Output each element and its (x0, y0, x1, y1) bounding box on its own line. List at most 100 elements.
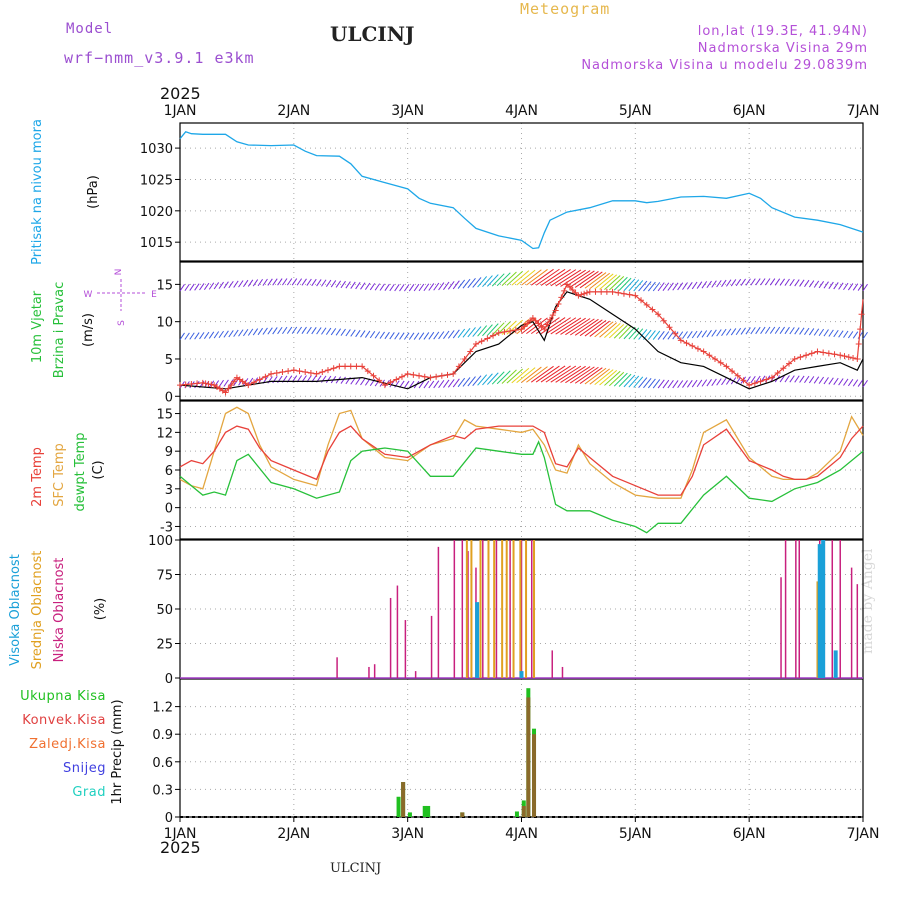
wind-arrow (447, 281, 455, 290)
wind-gust-marker (461, 355, 468, 362)
wind-arrow (491, 273, 505, 287)
wind-arrow (808, 376, 815, 384)
wind-gust-marker (780, 365, 787, 372)
wind-gust-marker (581, 290, 588, 297)
wind-gust-marker (524, 320, 531, 327)
wind-arrow (833, 329, 839, 338)
wind-gust-marker (222, 389, 229, 396)
wind-gust-marker (700, 348, 707, 355)
wind-gust-marker (205, 380, 212, 387)
wind-arrow (526, 269, 548, 286)
x-tick-label-top: 2JAN (277, 103, 310, 119)
precip-unit: 1hr Precip (mm) (110, 699, 125, 804)
wind-gust-marker (643, 301, 650, 308)
wind-arrow (301, 278, 307, 286)
wind-arrow (657, 282, 665, 292)
model-elevation-info: Nadmorska Visina u modelu 29.0839m (581, 58, 868, 73)
wind-arrow (433, 331, 440, 340)
wind-arrow (608, 276, 625, 291)
wind-arrow (594, 369, 614, 386)
wind-gust-marker (416, 372, 423, 379)
wind-gust-marker (820, 349, 827, 356)
y-tick-label: 1015 (140, 236, 173, 251)
wind-gust-marker (421, 373, 428, 380)
wind-arrow (526, 317, 548, 335)
wind-arrow (618, 373, 632, 387)
wind-arrow (423, 380, 430, 389)
wind-gust-marker (370, 372, 377, 379)
wind-gust-marker (495, 329, 502, 336)
wind-arrow-row (179, 317, 868, 340)
wind-arrow (652, 379, 661, 389)
wind-arrow (399, 332, 405, 340)
temperature-panel (175, 400, 864, 540)
wind-arrow (467, 376, 476, 387)
wind-arrow (565, 318, 591, 336)
wind-frame (179, 261, 864, 401)
temp-2m-axis-title: 2m Temp (30, 447, 45, 507)
wind-arrow (633, 280, 644, 292)
wind-arrow (267, 327, 273, 335)
wind-arrow (252, 328, 259, 336)
dewpoint-axis-title: dewpt Temp (73, 432, 88, 511)
wind-gust-marker (245, 382, 252, 389)
dewpoint-line (179, 440, 864, 534)
wind-arrow (813, 376, 820, 384)
wind-arrow (857, 283, 864, 291)
pressure-unit: (hPa) (86, 175, 101, 209)
wind-arrow (765, 326, 771, 334)
x-tick-label-bottom: 7JAN (847, 826, 880, 842)
precip-series (396, 688, 537, 817)
wind-arrow (789, 327, 795, 335)
wind-arrow (394, 332, 400, 340)
wind-arrow (657, 379, 665, 389)
precip-bar (422, 805, 427, 817)
wind-arrow (472, 326, 482, 337)
wind-arrow (745, 278, 751, 286)
wind-gust-marker (199, 379, 206, 386)
wind-gust-marker (507, 328, 514, 334)
wind-arrow (760, 326, 766, 334)
wind-arrow (257, 278, 263, 287)
compass-west: W (84, 290, 93, 300)
wind-arrow (247, 377, 254, 385)
wind-gust-marker (683, 340, 690, 347)
wind-arrow (843, 330, 849, 338)
wind-arrow (852, 331, 859, 339)
wind-arrow (623, 278, 636, 292)
compass-cross (97, 279, 145, 311)
wind-arrow (291, 326, 298, 334)
wind-arrow (389, 332, 395, 340)
wind-gust-marker (615, 289, 622, 296)
wind-arrow (589, 272, 610, 290)
wind-gust-marker (364, 368, 371, 375)
wind-gust-marker (450, 370, 457, 377)
wind-gust-marker (666, 324, 673, 331)
wind-arrow (750, 327, 756, 335)
wind-arrow (711, 329, 717, 337)
precip-bar (407, 812, 412, 817)
pressure-panel (175, 122, 864, 262)
wind-arrow (667, 331, 674, 340)
wind-arrow (199, 283, 205, 291)
wind-arrow (179, 284, 185, 292)
wind-gust-marker (774, 369, 781, 376)
wind-arrow (799, 327, 805, 335)
wind-arrow (516, 269, 536, 286)
wind-gust-marker (535, 320, 542, 327)
wind-arrow (360, 378, 366, 386)
wind-arrow (682, 282, 688, 290)
wind-arrow (560, 269, 586, 287)
wind-gust-marker (202, 380, 209, 387)
wind-arrow (472, 277, 482, 288)
wind-arrow (735, 327, 742, 336)
wind-arrow (404, 332, 410, 340)
wind-arrow (594, 273, 614, 290)
wind-arrow (506, 368, 523, 384)
pressure-line (179, 131, 864, 250)
wind-gust-marker (177, 382, 183, 389)
wind-arrow (535, 365, 560, 383)
wind-arrow (482, 275, 493, 288)
wind-arrow (579, 271, 603, 289)
wind-arrow (545, 269, 571, 287)
